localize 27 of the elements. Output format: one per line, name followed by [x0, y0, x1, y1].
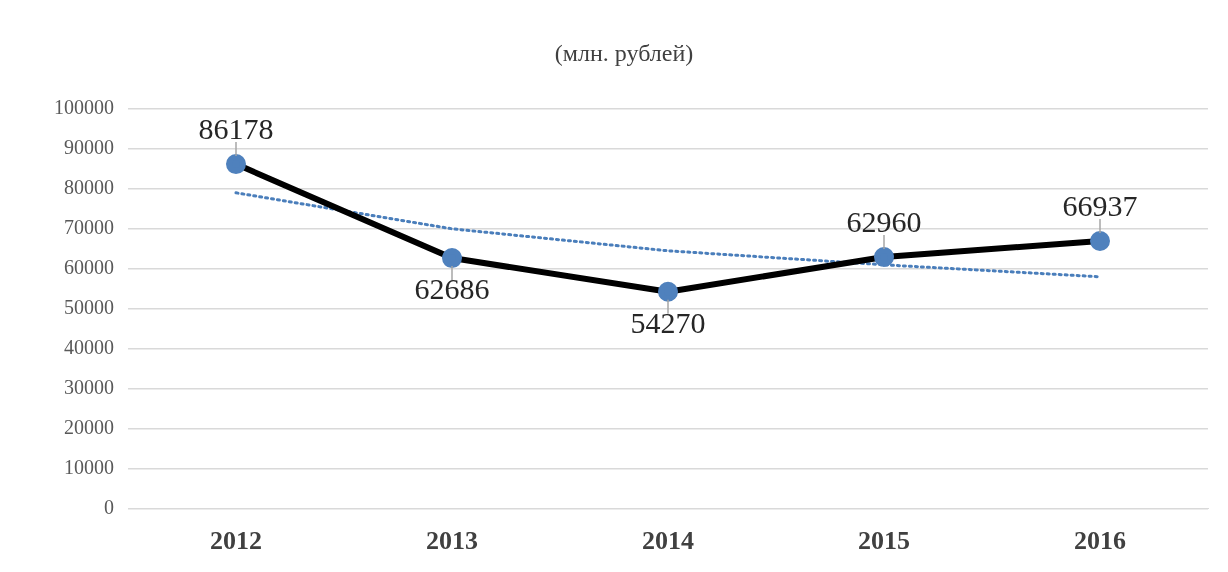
y-tick-label: 100000 — [54, 96, 114, 119]
y-tick-label: 80000 — [64, 176, 114, 199]
data-label: 62686 — [414, 271, 490, 305]
point — [226, 154, 246, 175]
data-label: 62960 — [846, 204, 922, 238]
y-tick-label: 70000 — [64, 216, 114, 239]
chart-title: (млн. рублей) — [554, 39, 694, 66]
data-label: 86178 — [198, 111, 274, 145]
point — [658, 281, 678, 302]
data-label: 66937 — [1062, 188, 1138, 222]
y-tick-label: 90000 — [64, 136, 114, 159]
y-tick-label: 50000 — [64, 296, 114, 319]
y-tick-label: 40000 — [64, 336, 114, 359]
x-tick-label: 2013 — [426, 526, 478, 556]
x-tick-label: 2014 — [642, 526, 694, 556]
y-tick-label: 30000 — [64, 376, 114, 399]
y-tick-label: 0 — [104, 496, 114, 519]
x-tick-label: 2016 — [1074, 526, 1126, 556]
y-tick-label: 10000 — [64, 456, 114, 479]
x-tick-label: 2012 — [210, 526, 262, 556]
point — [442, 248, 462, 269]
y-tick-label: 20000 — [64, 416, 114, 439]
point — [1090, 231, 1110, 252]
x-tick-label: 2015 — [858, 526, 910, 556]
y-tick-label: 60000 — [64, 256, 114, 279]
point — [874, 246, 894, 267]
data-label: 54270 — [630, 305, 706, 339]
